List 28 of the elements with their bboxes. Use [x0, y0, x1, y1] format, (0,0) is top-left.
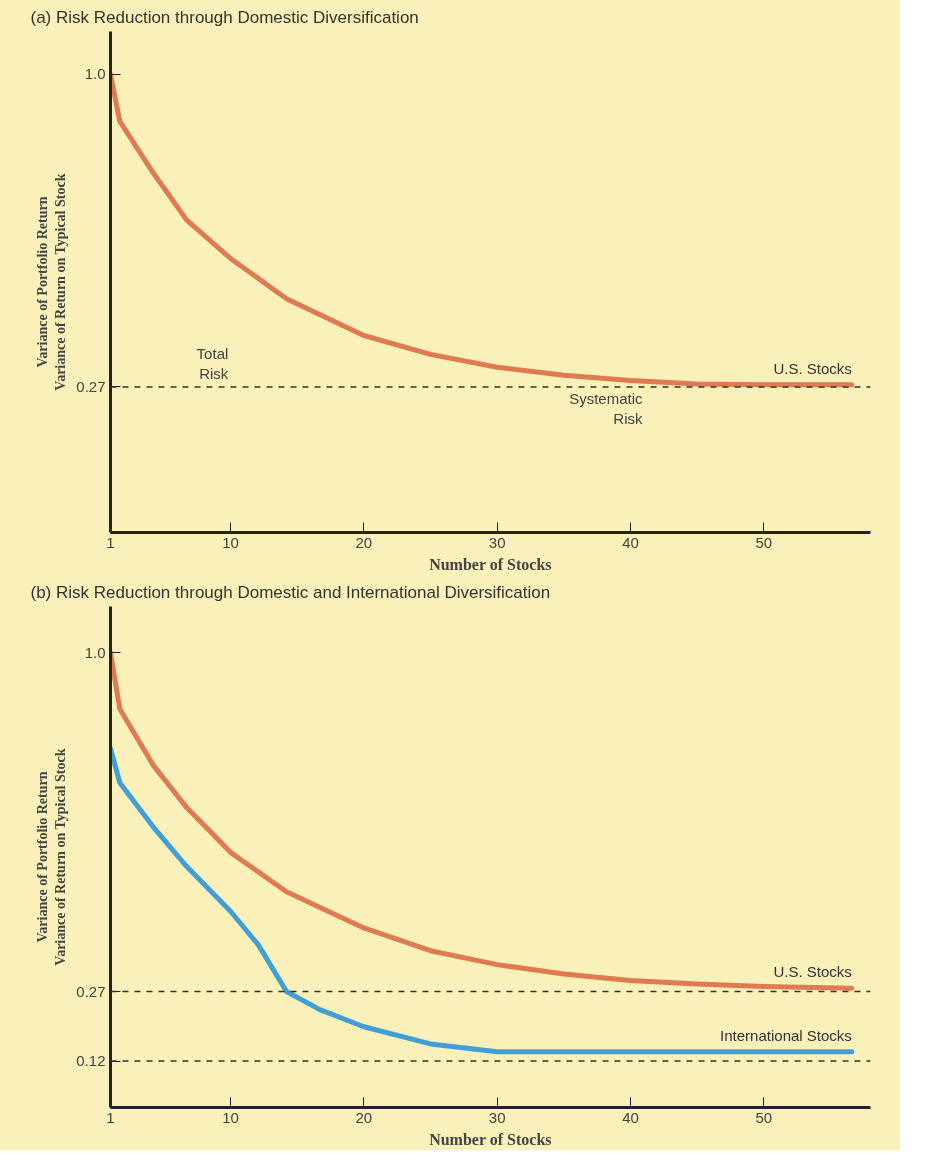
- y-tick-label: 0.27: [76, 982, 106, 1000]
- x-tick-label: 20: [355, 533, 373, 551]
- x-axis-title: Number of Stocks: [429, 555, 552, 573]
- annotation: Systematic Risk: [569, 389, 643, 428]
- x-tick-label: 30: [488, 1108, 506, 1126]
- y-tick-label: 1.0: [84, 643, 106, 661]
- chart-title: (a) Risk Reduction through Domestic Diversification: [30, 7, 419, 27]
- x-tick-label: 20: [355, 1108, 373, 1126]
- y-axis-title: Variance of Portfolio Return Variance of Return on Typical Stock: [35, 748, 69, 966]
- x-tick-label: 1: [106, 533, 115, 551]
- x-tick-label: 40: [622, 533, 639, 551]
- y-axis-title: Variance of Portfolio Return Variance of Return on Typical Stock: [35, 173, 69, 391]
- chart-title: (b) Risk Reduction through Domestic and International Diversification: [30, 582, 551, 602]
- x-axis-title: Number of Stocks: [429, 1130, 552, 1148]
- y-tick-label: 0.12: [76, 1052, 106, 1070]
- x-tick-label: 30: [488, 533, 506, 551]
- series-label: U.S. Stocks: [773, 359, 852, 377]
- x-tick-label: 40: [622, 1108, 639, 1126]
- series-label: International Stocks: [720, 1026, 852, 1044]
- y-tick-label: 0.27: [76, 377, 106, 395]
- series-label: U.S. Stocks: [773, 963, 852, 981]
- x-tick-label: 1: [106, 1108, 115, 1126]
- x-tick-label: 50: [755, 533, 773, 551]
- x-tick-label: 50: [755, 1108, 773, 1126]
- x-tick-label: 10: [222, 1108, 239, 1126]
- x-tick-label: 10: [222, 533, 239, 551]
- y-tick-label: 1.0: [84, 65, 106, 83]
- annotation: Total Risk: [196, 344, 229, 383]
